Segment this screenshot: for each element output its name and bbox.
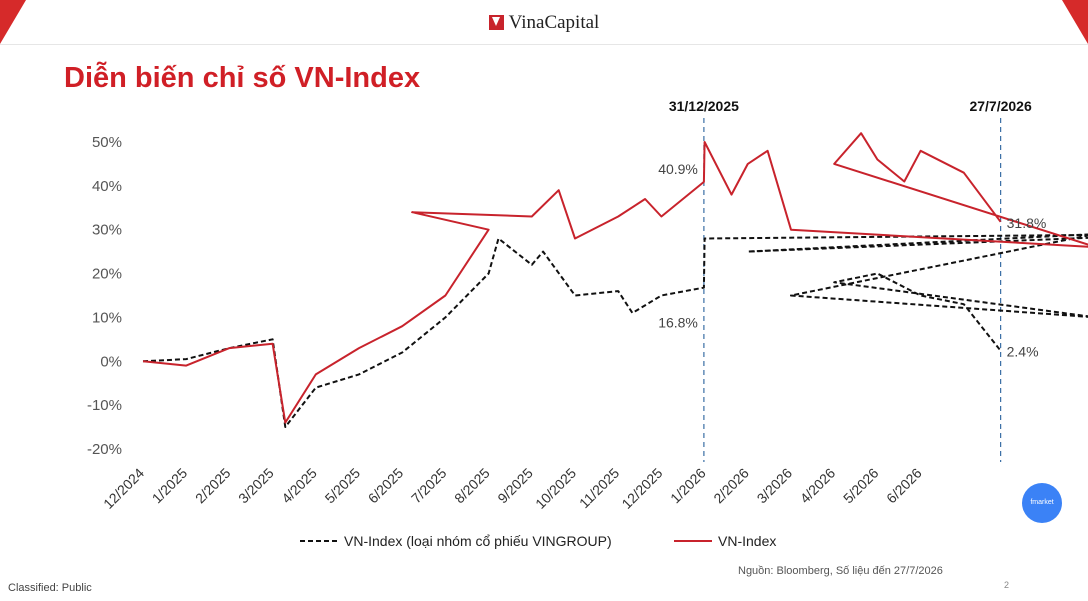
fmarket-badge[interactable]: fmarket xyxy=(1022,483,1062,523)
value-annotation: 31.8% xyxy=(1007,215,1047,231)
x-tick-label: 1/2026 xyxy=(667,465,709,507)
x-tick-label: 4/2025 xyxy=(278,465,320,507)
y-tick-label: 0% xyxy=(100,353,122,370)
logo-mark-icon xyxy=(488,15,504,30)
legend-label: VN-Index (loại nhóm cổ phiếu VINGROUP) xyxy=(344,533,612,549)
x-tick-label: 3/2026 xyxy=(754,465,796,507)
legend-label: VN-Index xyxy=(718,533,776,549)
x-tick-label: 12/2025 xyxy=(618,465,665,512)
x-tick-label: 10/2025 xyxy=(532,465,579,512)
page-number: 2 xyxy=(1004,580,1010,590)
series-line-ex-vingroup xyxy=(142,233,1088,428)
value-annotation: 2.4% xyxy=(1007,344,1039,360)
x-tick-label: 6/2025 xyxy=(365,465,407,507)
y-tick-label: 50% xyxy=(92,134,122,151)
x-tick-label: 9/2025 xyxy=(494,465,536,507)
x-tick-label: 4/2026 xyxy=(797,465,839,507)
x-tick-label: 1/2025 xyxy=(149,465,191,507)
x-tick-label: 6/2026 xyxy=(883,465,925,507)
date-marker-label: 31/12/2025 xyxy=(669,98,739,114)
header-accent-right xyxy=(1062,0,1088,44)
date-marker-label: 27/7/2026 xyxy=(969,98,1031,114)
y-tick-label: 40% xyxy=(92,178,122,195)
page-title: Diễn biến chỉ số VN-Index xyxy=(64,62,421,94)
x-tick-label: 2/2026 xyxy=(710,465,752,507)
classification-label: Classified: Public xyxy=(8,582,92,594)
x-tick-label: 8/2025 xyxy=(451,465,493,507)
source-note: Nguồn: Bloomberg, Số liệu đến 27/7/2026 xyxy=(738,565,943,577)
header-accent-left xyxy=(0,0,26,44)
x-tick-label: 5/2026 xyxy=(840,465,882,507)
x-tick-label: 11/2025 xyxy=(576,465,623,512)
value-annotation: 40.9% xyxy=(658,161,698,177)
logo-text: VinaCapital xyxy=(508,12,600,33)
y-tick-label: -10% xyxy=(87,397,122,414)
vinacapital-logo: VinaCapital xyxy=(0,12,1088,34)
x-tick-label: 7/2025 xyxy=(408,465,450,507)
header-divider xyxy=(0,44,1088,45)
y-tick-label: 10% xyxy=(92,309,122,326)
y-tick-label: -20% xyxy=(87,441,122,458)
x-tick-label: 3/2025 xyxy=(235,465,277,507)
x-tick-label: 12/2024 xyxy=(100,465,147,512)
series-line-vn-index xyxy=(142,132,1088,424)
y-tick-label: 20% xyxy=(92,266,122,283)
y-tick-label: 30% xyxy=(92,222,122,239)
x-tick-label: 5/2025 xyxy=(322,465,364,507)
x-tick-label: 2/2025 xyxy=(192,465,234,507)
value-annotation: 16.8% xyxy=(658,315,698,331)
